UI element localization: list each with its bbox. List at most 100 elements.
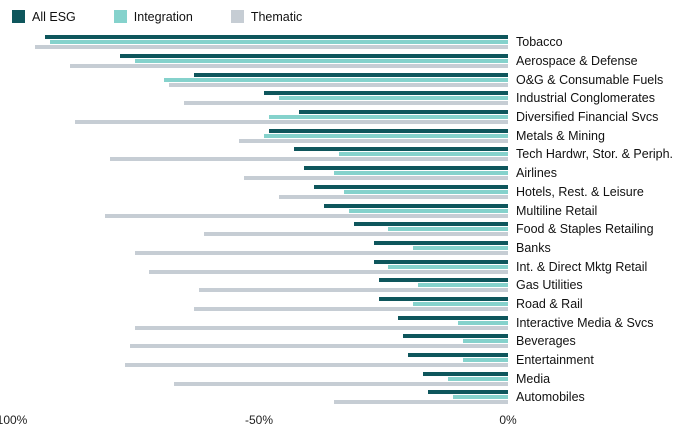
bar-track <box>10 138 508 143</box>
bar-all-esg <box>119 54 508 59</box>
bar-track <box>10 40 508 45</box>
bar-integration <box>463 358 508 363</box>
category-row-diversified-financial-svcs: Diversified Financial Svcs <box>10 108 684 127</box>
category-row-banks: Banks <box>10 239 684 258</box>
category-row-tech-hardwr-stor-periph: Tech Hardwr, Stor. & Periph. <box>10 145 684 164</box>
category-label: Int. & Direct Mktg Retail <box>516 259 648 274</box>
bar-track <box>10 59 508 64</box>
bar-group <box>10 145 508 164</box>
legend-swatch-thematic <box>230 10 244 23</box>
bar-all-esg <box>373 259 508 264</box>
bar-integration <box>448 376 508 381</box>
bar-integration <box>418 283 508 288</box>
bar-track <box>10 72 508 77</box>
bar-track <box>10 376 508 381</box>
bar-thematic <box>174 381 508 386</box>
bar-track <box>10 133 508 138</box>
bar-thematic <box>34 45 508 50</box>
category-row-airlines: Airlines <box>10 164 684 183</box>
bar-track <box>10 77 508 82</box>
bar-integration <box>263 133 508 138</box>
bar-track <box>10 64 508 69</box>
bar-group <box>10 70 508 89</box>
bar-all-esg <box>408 353 508 358</box>
x-tick-minus-100: -100% <box>0 412 28 427</box>
category-label: Tobacco <box>516 35 563 50</box>
bar-integration <box>413 245 508 250</box>
bar-group <box>10 239 508 258</box>
legend-item-thematic: Thematic <box>230 10 302 24</box>
category-label: Tech Hardwr, Stor. & Periph. <box>516 147 674 162</box>
x-tick-minus-50: -50% <box>244 412 274 427</box>
category-label: Road & Rail <box>516 296 583 311</box>
bar-track <box>10 232 508 237</box>
bar-track <box>10 381 508 386</box>
bar-thematic <box>244 176 508 181</box>
bar-track <box>10 334 508 339</box>
category-label: Aerospace & Defense <box>516 54 638 69</box>
bar-track <box>10 213 508 218</box>
bar-track <box>10 203 508 208</box>
bar-track <box>10 288 508 293</box>
bar-track <box>10 339 508 344</box>
bar-track <box>10 301 508 306</box>
bar-group <box>10 108 508 127</box>
bar-thematic <box>134 325 508 330</box>
category-row-multiline-retail: Multiline Retail <box>10 201 684 220</box>
bar-all-esg <box>293 147 508 152</box>
bar-all-esg <box>398 315 508 320</box>
category-row-beverages: Beverages <box>10 332 684 351</box>
bar-all-esg <box>373 240 508 245</box>
category-row-road-rail: Road & Rail <box>10 295 684 314</box>
bar-integration <box>343 189 508 194</box>
bar-all-esg <box>303 166 508 171</box>
bar-integration <box>338 152 508 157</box>
bar-track <box>10 166 508 171</box>
category-label: Metals & Mining <box>516 128 605 143</box>
bar-integration <box>388 264 508 269</box>
category-label: Gas Utilities <box>516 278 583 293</box>
bar-track <box>10 152 508 157</box>
category-label: Banks <box>516 240 551 255</box>
bar-thematic <box>239 138 508 143</box>
chart-legend: All ESG Integration Thematic <box>10 5 684 33</box>
category-row-o-g-consumable-fuels: O&G & Consumable Fuels <box>10 70 684 89</box>
bar-integration <box>164 77 508 82</box>
bar-all-esg <box>428 390 508 395</box>
bar-group <box>10 388 508 407</box>
bar-thematic <box>184 101 508 106</box>
bar-track <box>10 344 508 349</box>
bar-group <box>10 351 508 370</box>
bar-track <box>10 278 508 283</box>
bar-track <box>10 259 508 264</box>
bar-all-esg <box>353 222 508 227</box>
bar-integration <box>458 320 508 325</box>
category-label: Interactive Media & Svcs <box>516 315 654 330</box>
bar-track <box>10 82 508 87</box>
legend-item-all-esg: All ESG <box>12 10 76 24</box>
bar-track <box>10 208 508 213</box>
bar-track <box>10 264 508 269</box>
category-label: Entertainment <box>516 353 594 368</box>
x-axis: -100% -50% 0% <box>0 407 684 431</box>
bar-all-esg <box>44 35 508 40</box>
category-label: Beverages <box>516 334 576 349</box>
category-row-food-staples-retailing: Food & Staples Retailing <box>10 220 684 239</box>
legend-swatch-integration <box>113 10 127 23</box>
bar-group <box>10 201 508 220</box>
bar-integration <box>413 301 508 306</box>
bar-track <box>10 45 508 50</box>
bar-all-esg <box>263 91 508 96</box>
bar-track <box>10 120 508 125</box>
category-label: Diversified Financial Svcs <box>516 110 659 125</box>
bar-track <box>10 35 508 40</box>
bar-track <box>10 222 508 227</box>
bar-thematic <box>149 269 508 274</box>
bar-track <box>10 283 508 288</box>
legend-item-integration: Integration <box>113 10 193 24</box>
bar-all-esg <box>298 110 508 115</box>
bar-thematic <box>74 120 508 125</box>
bar-track <box>10 189 508 194</box>
bar-group <box>10 313 508 332</box>
